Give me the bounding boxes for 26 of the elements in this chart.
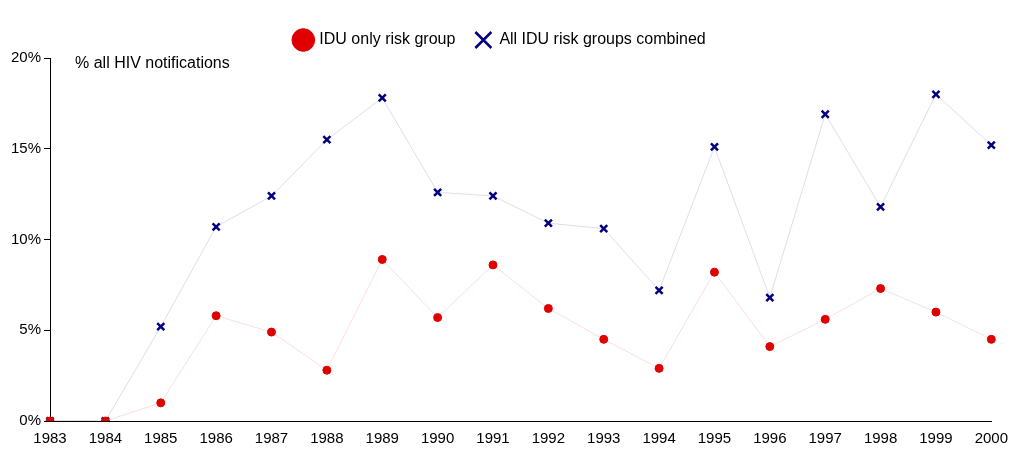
x-tick-label: 1995 (697, 429, 732, 447)
x-tick-label: 1998 (863, 429, 898, 447)
y-tick-label: 0% (19, 411, 42, 429)
y-tick-label: 5% (19, 320, 42, 338)
x-tick-label: 1983 (33, 429, 67, 447)
x-tick-label: 2000 (974, 429, 1008, 447)
x-tick-label: 1996 (753, 429, 787, 447)
legend-label: All IDU risk groups combined (499, 30, 706, 48)
x-tick-label: 1985 (144, 429, 178, 447)
y-tick-label: 20% (10, 48, 42, 66)
x-tick-label: 1989 (365, 429, 399, 447)
legend-label: IDU only risk group (319, 30, 456, 48)
y-tick-label: 10% (10, 229, 42, 247)
x-tick-label: 1990 (420, 429, 455, 447)
x-tick-label: 1993 (587, 429, 621, 447)
x-tick-label: 1991 (476, 429, 510, 447)
y-axis-title: % all HIV notifications (75, 54, 230, 72)
x-tick-label: 1997 (808, 429, 842, 447)
x-tick-label: 1984 (88, 429, 123, 447)
x-tick-label: 1999 (919, 429, 953, 447)
x-tick-label: 1992 (531, 429, 566, 447)
y-tick-label: 15% (10, 138, 42, 156)
x-tick-label: 1986 (199, 429, 233, 447)
x-tick-label: 1987 (254, 429, 289, 447)
x-tick-label: 1994 (642, 429, 676, 447)
x-tick-label: 1988 (310, 429, 344, 447)
